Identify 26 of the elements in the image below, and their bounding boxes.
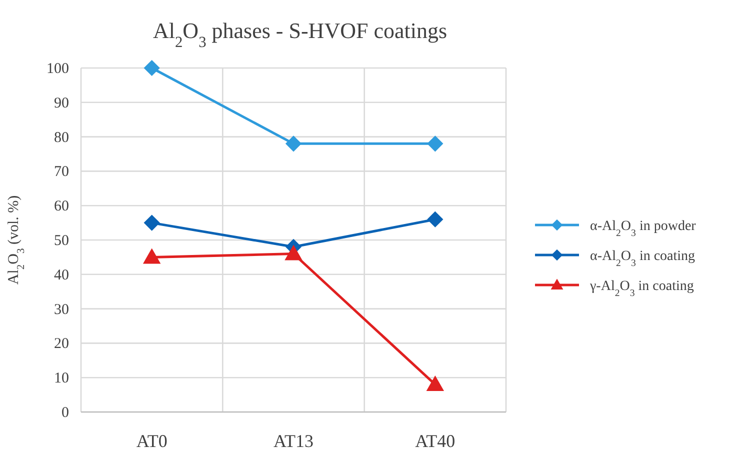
y-tick-label: 60: [54, 198, 69, 215]
point: [427, 212, 443, 228]
point: [427, 136, 443, 152]
y-tick-label: 80: [54, 130, 69, 146]
y-tick-label: 30: [54, 302, 69, 318]
x-tick-label: AT40: [415, 431, 456, 450]
legend-label: α-Al$_{2}$O$_{3}$ in powder: [590, 219, 696, 238]
y-tick-label: 70: [54, 164, 69, 180]
legend-label: α-Al$_{2}$O$_{3}$ in coating: [590, 249, 696, 268]
point: [286, 136, 302, 152]
y-tick-label: 20: [54, 336, 69, 352]
y-tick-label: 10: [54, 370, 69, 387]
x-tick-label: AT13: [274, 431, 314, 450]
point: [144, 215, 160, 231]
point: [143, 248, 160, 264]
point: [144, 60, 160, 76]
y-tick-label: 100: [46, 61, 69, 77]
x-tick-label: AT0: [136, 431, 168, 450]
point: [426, 376, 444, 391]
point: [285, 245, 302, 260]
y-tick-label: 40: [54, 267, 69, 284]
chart-title: Al$_{2}$O$_{3}$ phases - S-HVOF coatings: [152, 18, 448, 50]
legend-label: γ-Al$_{2}$O$_{3}$ in coating: [589, 279, 694, 298]
y-tick-label: 90: [54, 95, 69, 112]
y-tick-label: 50: [54, 233, 69, 249]
y-tick-label: 0: [62, 405, 69, 421]
